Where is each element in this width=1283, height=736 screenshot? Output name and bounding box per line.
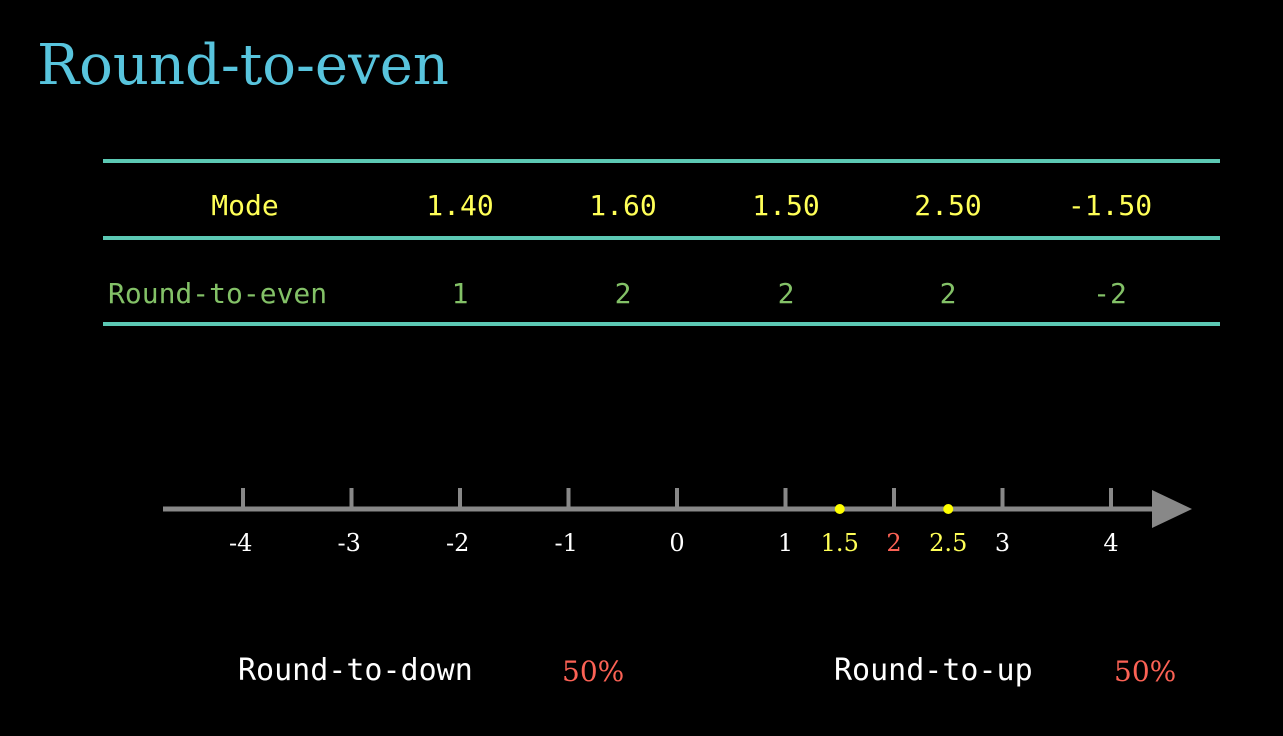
highlight-label: 2.5 — [929, 529, 968, 557]
round-to-up-label: Round-to-up — [834, 653, 1033, 688]
table-header-mode: Mode — [211, 189, 279, 222]
highlight-point — [834, 504, 845, 514]
highlight-label: 1.5 — [820, 529, 859, 557]
tick-label: 4 — [1103, 529, 1119, 557]
page-title: Round-to-even — [37, 33, 449, 98]
table-cell: 2 — [614, 277, 632, 310]
tick-label: -4 — [228, 529, 253, 557]
tick-label: 2 — [886, 529, 902, 557]
table-bottom-rule — [103, 322, 1220, 326]
round-to-down-percent: 50% — [562, 655, 625, 688]
tick-label: -3 — [337, 529, 361, 557]
table-cell: 1 — [451, 277, 469, 310]
table-cell: -2 — [1093, 277, 1127, 310]
table-header-cell: -1.50 — [1067, 189, 1153, 222]
table-cell: 2 — [777, 277, 795, 310]
tick-label: 1 — [777, 529, 794, 557]
round-to-up-percent: 50% — [1114, 655, 1177, 688]
table-top-rule — [103, 159, 1220, 163]
table-cell: 2 — [939, 277, 957, 310]
number-line-arrow-icon — [1152, 490, 1192, 528]
tick-label: -2 — [445, 529, 470, 557]
table-header-cell: 1.60 — [589, 189, 657, 222]
table-header-cell: 1.40 — [426, 189, 494, 222]
tick-label: 0 — [669, 529, 685, 557]
table-header-cell: 2.50 — [914, 189, 982, 222]
tick-label: -1 — [554, 529, 578, 557]
tick-label: 3 — [994, 529, 1011, 557]
round-to-down-label: Round-to-down — [238, 653, 473, 688]
highlight-point — [943, 504, 954, 514]
table-header-rule — [103, 236, 1220, 240]
table-header-cell: 1.50 — [752, 189, 820, 222]
table-row-label: Round-to-even — [108, 277, 328, 310]
